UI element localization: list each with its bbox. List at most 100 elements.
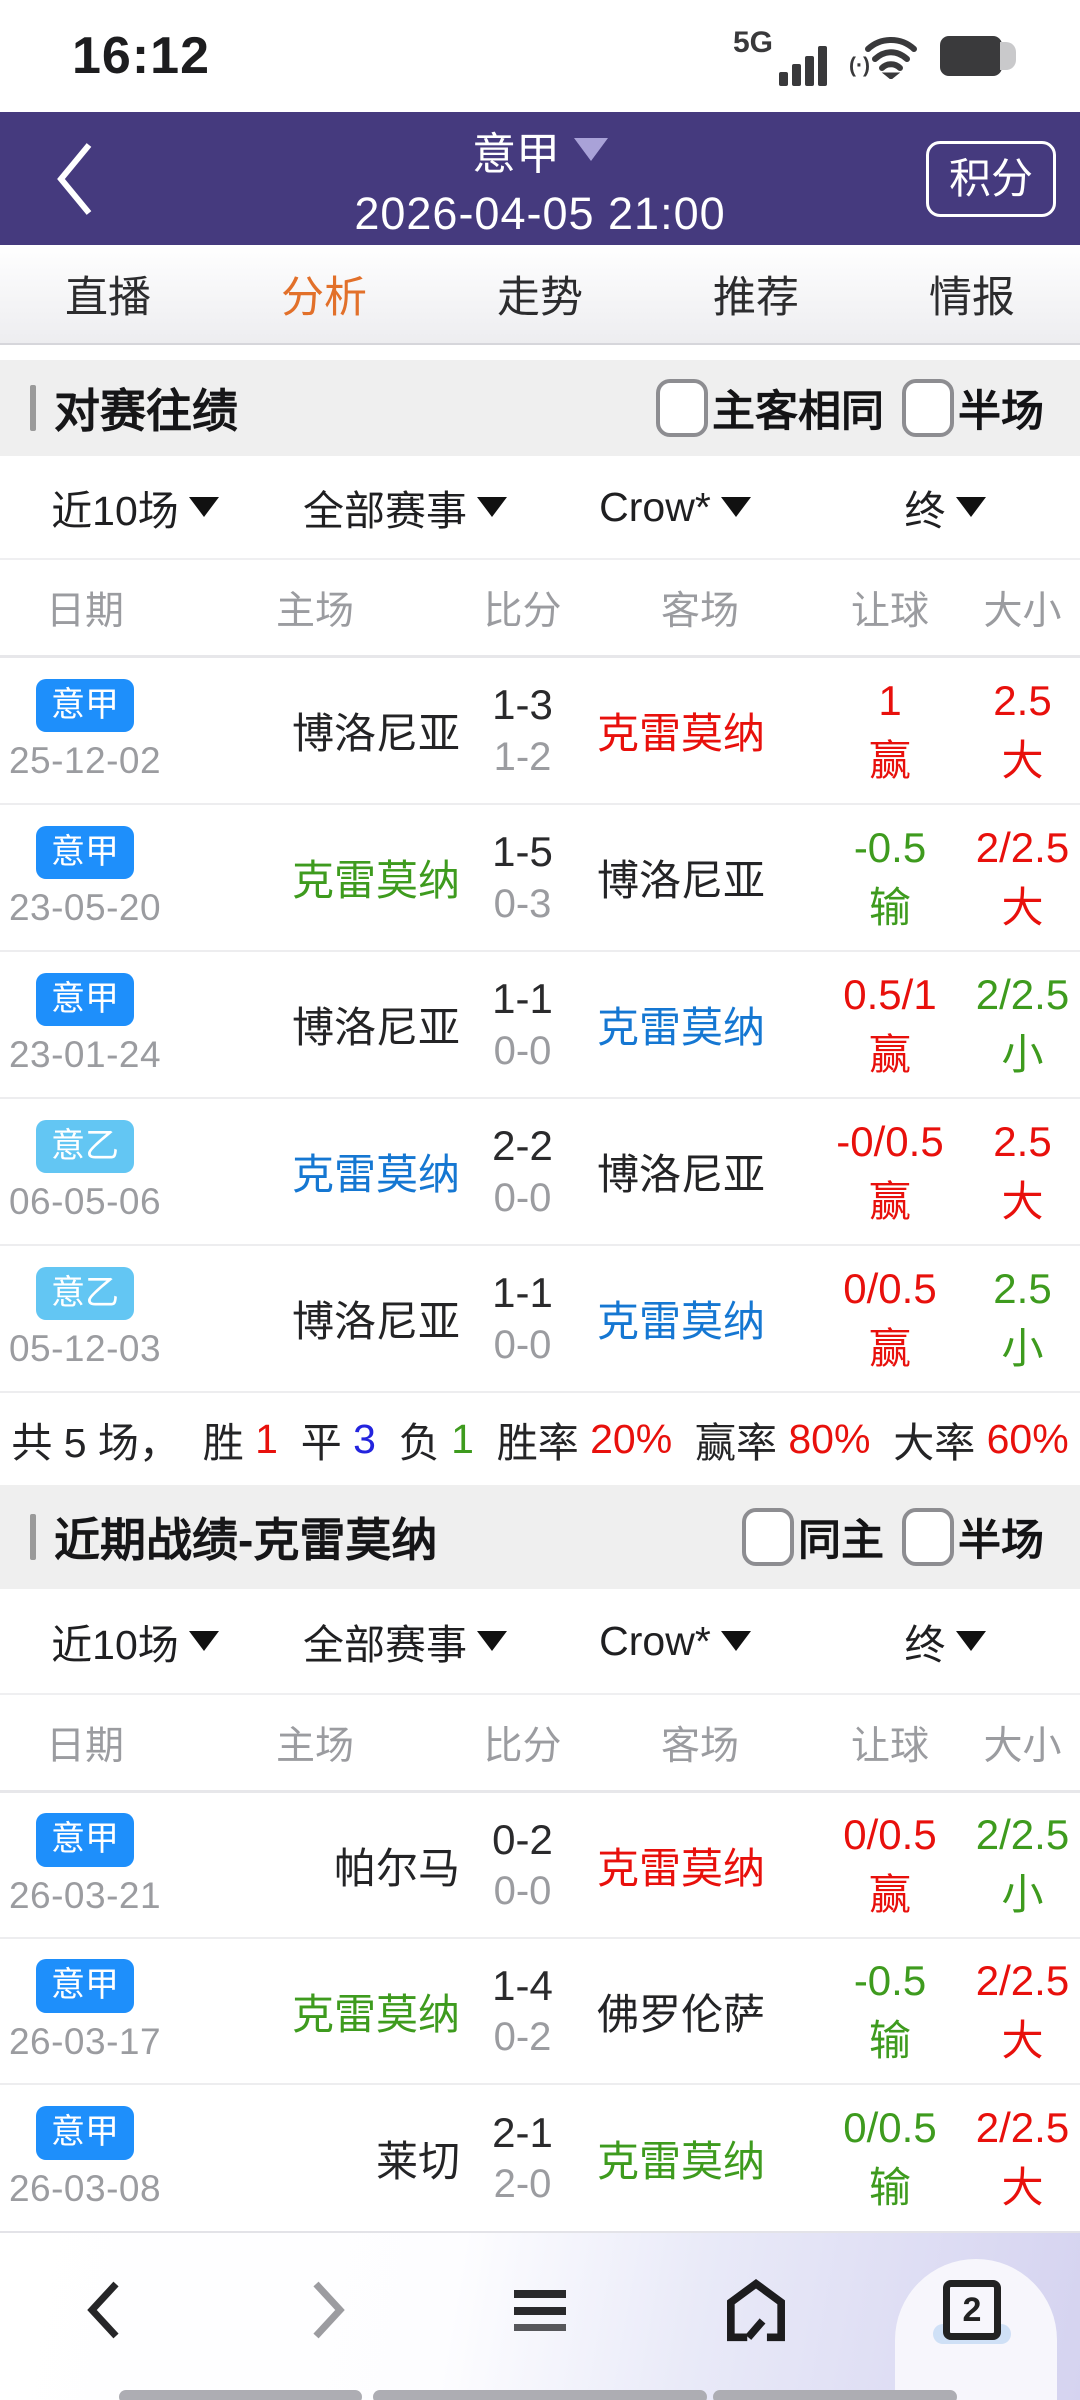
away-team[interactable]: 佛罗伦萨 (597, 1990, 766, 2038)
chevron-down-icon (477, 1631, 507, 1651)
tab-trend[interactable]: 走势 (497, 274, 583, 322)
home-team[interactable]: 莱切 (375, 2137, 460, 2185)
section-title: 对赛往绩 (54, 385, 238, 437)
handicap-line: -0/0.5 (836, 1117, 944, 1165)
recent-filter-row: 近10场 全部赛事 Crow* 终 (0, 1589, 1080, 1695)
home-team[interactable]: 克雷莫纳 (291, 1151, 460, 1198)
nav-back-button[interactable] (0, 2278, 216, 2342)
col-score: 比分 (483, 1724, 562, 1768)
halftime-score: 1-2 (493, 734, 552, 779)
chevron-down-icon (188, 1631, 219, 1651)
chevron-down-icon (188, 497, 219, 517)
home-team[interactable]: 帕尔马 (333, 1844, 460, 1892)
filter-all-competitions[interactable]: 全部赛事 (270, 477, 540, 537)
league-badge: 意甲 (36, 1813, 134, 1867)
nav-forward-button[interactable] (216, 2278, 432, 2342)
status-bar: 16:12 5G (·) (0, 0, 1080, 112)
header-title: 意甲 2026-04-05 21:00 (0, 112, 1080, 245)
col-home: 主场 (275, 1724, 354, 1768)
fulltime-score: 2-1 (492, 2108, 553, 2156)
table-row[interactable]: 意乙 06-05-06 克雷莫纳 2-2 0-0 博洛尼亚 -0/0.5 赢 2.5 大 (0, 1099, 1080, 1246)
table-row[interactable]: 意甲 26-03-08 莱切 2-1 2-0 克雷莫纳 0/0.5 输 2/2.5 大 (0, 2085, 1080, 2231)
checkbox-halftime[interactable]: 半场 (902, 1506, 1044, 1568)
fulltime-score: 0-2 (492, 1815, 553, 1863)
tab-analysis[interactable]: 分析 (281, 274, 367, 322)
clock: 16:12 (72, 27, 210, 85)
away-team[interactable]: 克雷莫纳 (597, 710, 766, 757)
battery-icon (940, 36, 1020, 76)
tab-count-icon: 2 (943, 2280, 1001, 2340)
filter-bookmaker[interactable]: Crow* (540, 1618, 810, 1665)
chevron-down-icon (955, 497, 986, 517)
table-row[interactable]: 意甲 23-01-24 博洛尼亚 1-1 0-0 克雷莫纳 0.5/1 赢 2/2.5… (0, 952, 1080, 1099)
accent-bar (30, 1514, 36, 1560)
home-team[interactable]: 克雷莫纳 (291, 857, 460, 904)
halftime-score: 0-0 (493, 1322, 552, 1367)
overunder-result: 大 (1001, 2164, 1044, 2211)
overunder-result: 大 (1001, 736, 1044, 784)
home-team[interactable]: 博洛尼亚 (291, 1004, 460, 1051)
away-team[interactable]: 克雷莫纳 (597, 2137, 766, 2185)
away-team[interactable]: 克雷莫纳 (597, 1298, 766, 1345)
checkbox-same-home-away[interactable]: 主客相同 (656, 377, 884, 439)
table-row[interactable]: 意甲 26-03-21 帕尔马 0-2 0-0 克雷莫纳 0/0.5 赢 2/2.5 小 (0, 1793, 1080, 1939)
home-team[interactable]: 博洛尼亚 (291, 1298, 460, 1345)
tab-recommend[interactable]: 推荐 (713, 274, 799, 322)
halftime-score: 2-0 (493, 2162, 552, 2207)
overunder-line: 2/2.5 (975, 1811, 1070, 1858)
table-row[interactable]: 意甲 23-05-20 克雷莫纳 1-5 0-3 博洛尼亚 -0.5 输 2/2.5 大 (0, 805, 1080, 952)
nav-menu-button[interactable] (432, 2278, 648, 2342)
tab-live[interactable]: 直播 (65, 274, 151, 322)
filter-all-competitions[interactable]: 全部赛事 (270, 1611, 540, 1671)
filter-bookmaker[interactable]: Crow* (540, 484, 810, 531)
tab-intel[interactable]: 情报 (929, 274, 1015, 322)
chevron-down-icon (477, 497, 507, 517)
handicap-line: -0.5 (853, 823, 927, 871)
h2h-summary: 共 5 场， 胜 1 平 3 负 1 胜率 20% 赢率 80% 大率 60% (0, 1393, 1080, 1485)
table-row[interactable]: 意甲 26-03-17 克雷莫纳 1-4 0-2 佛罗伦萨 -0.5 输 2/2.5 大 (0, 1939, 1080, 2085)
checkbox-icon[interactable] (656, 379, 708, 437)
handicap-result: 输 (868, 2164, 911, 2211)
handicap-result: 输 (868, 883, 911, 931)
summary-losses: 1 (451, 1415, 474, 1462)
league-dropdown[interactable]: 意甲 (472, 118, 608, 182)
bottom-progress-bars (0, 2388, 1080, 2400)
match-datetime: 2026-04-05 21:00 (354, 187, 726, 239)
checkbox-halftime[interactable]: 半场 (902, 377, 1044, 439)
overunder-result: 大 (1001, 883, 1044, 931)
away-team[interactable]: 博洛尼亚 (597, 1151, 766, 1198)
recent-table-header: 日期 主场 比分 客场 让球 大小 (0, 1695, 1080, 1793)
nav-home-button[interactable] (648, 2275, 864, 2345)
handicap-result: 赢 (868, 1030, 911, 1078)
match-date: 26-03-21 (8, 1874, 162, 1916)
handicap-line: -0.5 (853, 1957, 927, 2004)
handicap-line: 0/0.5 (843, 2104, 937, 2151)
away-team[interactable]: 克雷莫纳 (597, 1004, 766, 1051)
table-row[interactable]: 意乙 05-12-03 博洛尼亚 1-1 0-0 克雷莫纳 0/0.5 赢 2.5 小 (0, 1246, 1080, 1393)
checkbox-icon[interactable] (742, 1508, 794, 1566)
halftime-score: 0-0 (493, 1175, 552, 1220)
away-team[interactable]: 克雷莫纳 (597, 1844, 766, 1892)
nav-tabs-button[interactable]: 2 (864, 2278, 1080, 2344)
h2h-table-header: 日期 主场 比分 客场 让球 大小 (0, 560, 1080, 658)
home-team[interactable]: 博洛尼亚 (291, 710, 460, 757)
checkbox-icon[interactable] (902, 1508, 954, 1566)
overunder-line: 2.5 (993, 676, 1052, 724)
filter-last10[interactable]: 近10场 (0, 1611, 270, 1671)
summary-wins: 1 (255, 1415, 278, 1462)
match-date: 23-05-20 (8, 887, 162, 929)
handicap-line: 0/0.5 (843, 1264, 937, 1312)
filter-final[interactable]: 终 (810, 477, 1080, 537)
back-button[interactable] (40, 134, 110, 224)
standings-button[interactable]: 积分 (925, 140, 1056, 217)
checkbox-icon[interactable] (902, 379, 954, 437)
filter-final[interactable]: 终 (810, 1611, 1080, 1671)
table-row[interactable]: 意甲 25-12-02 博洛尼亚 1-3 1-2 克雷莫纳 1 赢 2.5 大 (0, 658, 1080, 805)
checkbox-same-venue[interactable]: 同主 (742, 1506, 884, 1568)
away-team[interactable]: 博洛尼亚 (597, 857, 766, 904)
bottom-nav-bar: 2 (0, 2231, 1080, 2400)
filter-last10[interactable]: 近10场 (0, 477, 270, 537)
chevron-down-icon (720, 1631, 751, 1651)
home-team[interactable]: 克雷莫纳 (291, 1990, 460, 2038)
match-date: 25-12-02 (8, 740, 162, 782)
